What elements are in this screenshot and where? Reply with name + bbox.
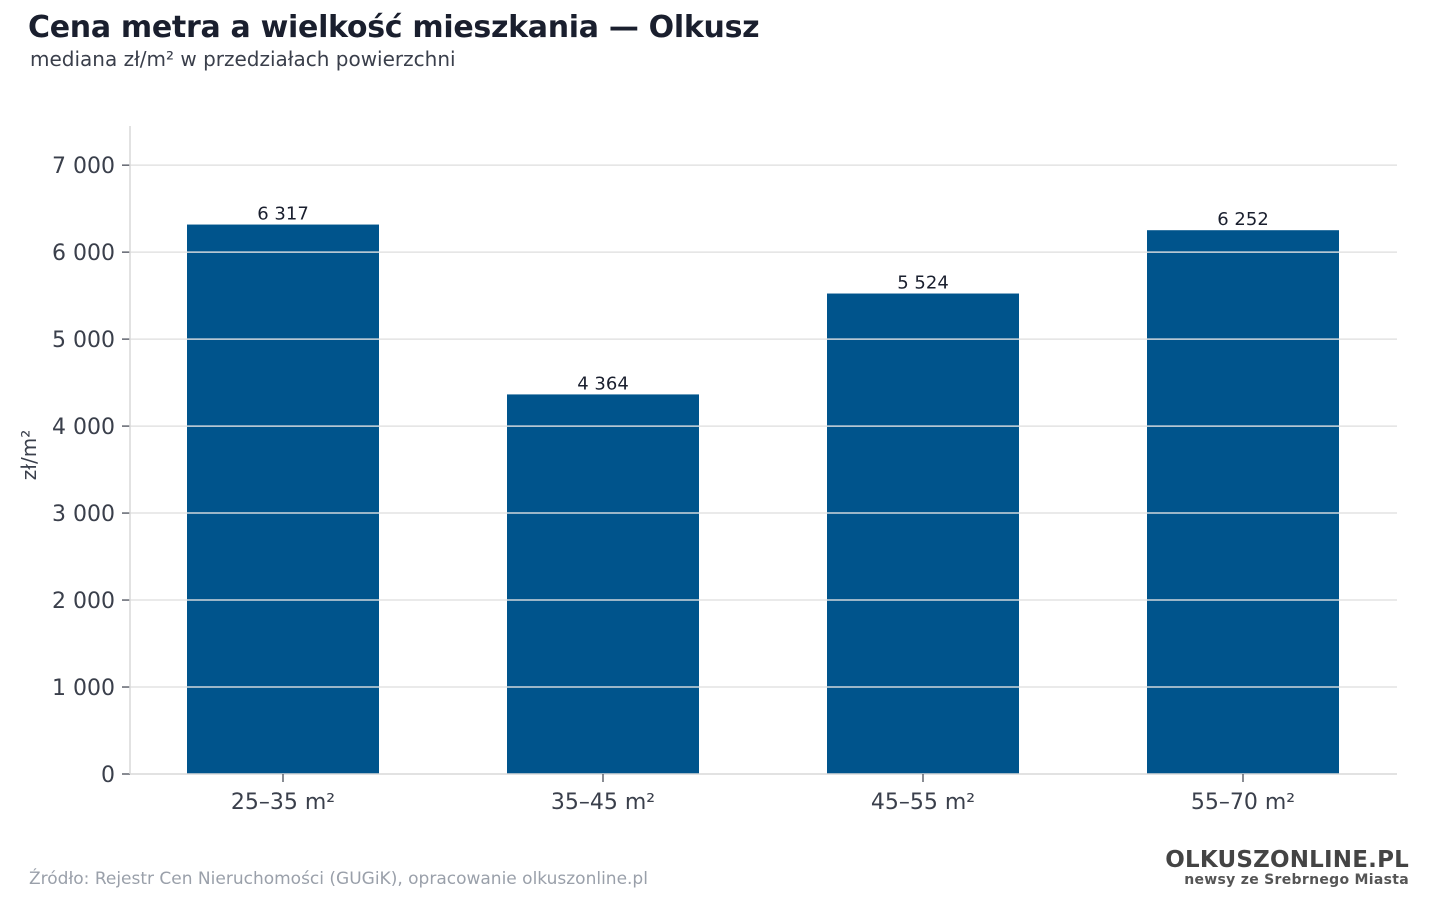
y-tick-label: 2 000 (52, 589, 115, 614)
bar (1147, 230, 1339, 774)
y-tick-label: 4 000 (52, 415, 115, 440)
x-tick-label: 35–45 m² (551, 790, 655, 815)
bar-chart: 0 1 000 2 000 3 000 4 000 5 000 6 000 7 000 25–3… (17, 126, 1397, 815)
bar (827, 293, 1019, 774)
data-label: 6 252 (1217, 209, 1269, 230)
bar (507, 394, 699, 774)
axes (122, 126, 1397, 782)
brand-tagline: newsy ze Srebrnego Miasta (1184, 872, 1409, 888)
y-axis-label: zł/m² (17, 430, 41, 480)
y-tick-label: 1 000 (52, 676, 115, 701)
y-tick-label: 3 000 (52, 502, 115, 527)
x-tick-label: 25–35 m² (231, 790, 335, 815)
chart-title: Cena metra a wielkość mieszkania — Olkus… (28, 10, 760, 45)
chart-subtitle: mediana zł/m² w przedziałach powierzchni (30, 47, 456, 71)
data-label: 6 317 (257, 204, 309, 225)
x-tick-label: 55–70 m² (1191, 790, 1295, 815)
source-note: Źródło: Rejestr Cen Nieruchomości (GUGiK… (29, 869, 648, 889)
y-tick-label: 6 000 (52, 241, 115, 266)
y-tick-label: 7 000 (52, 154, 115, 179)
y-tick-label: 0 (101, 763, 115, 788)
brand-logo: OLKUSZONLINE.PL newsy ze Srebrnego Miast… (1165, 848, 1409, 888)
bars (130, 164, 1397, 774)
data-label: 5 524 (897, 273, 949, 294)
brand-name: OLKUSZONLINE.PL (1165, 847, 1409, 873)
labels: 0 1 000 2 000 3 000 4 000 5 000 6 000 7 000 25–3… (17, 154, 1295, 815)
y-tick-label: 5 000 (52, 328, 115, 353)
bar (187, 224, 379, 774)
x-tick-label: 45–55 m² (871, 790, 975, 815)
data-label: 4 364 (577, 373, 629, 394)
